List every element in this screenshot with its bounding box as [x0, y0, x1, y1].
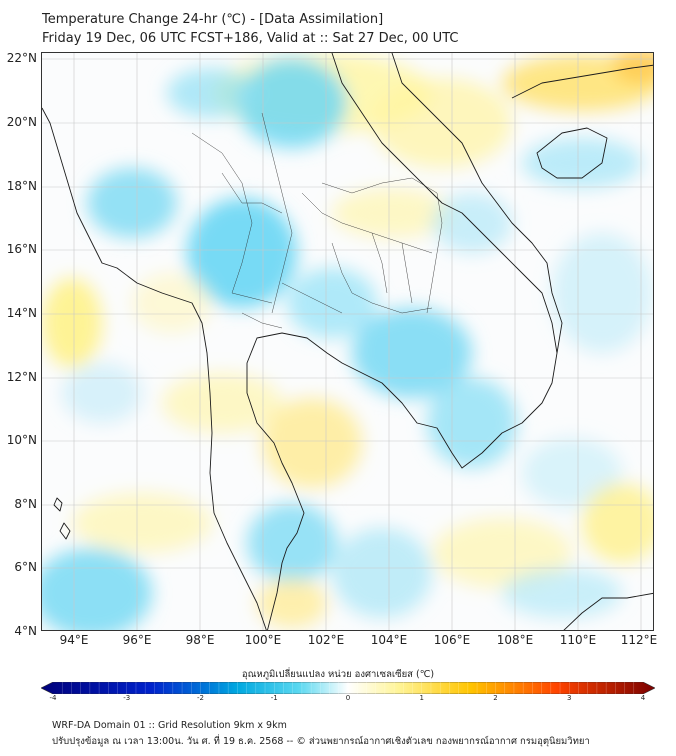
lon-label-96e: 96°E [122, 633, 152, 647]
colorbar-tick-label: 3 [567, 694, 572, 702]
lat-label-10n: 10°N [6, 433, 37, 447]
lon-label-104e: 104°E [370, 633, 408, 647]
colorbar-canvas [40, 681, 656, 695]
colorbar [40, 679, 656, 695]
colorbar-tick-label: -1 [270, 694, 278, 702]
lat-label-20n: 20°N [6, 115, 37, 129]
coastlines [42, 53, 653, 630]
colorbar-label: อุณหภูมิเปลี่ยนแปลง หน่วย องศาเซลเซียส (… [241, 669, 435, 680]
chart-title: Temperature Change 24-hr (℃) - [Data Ass… [42, 12, 384, 27]
chart-subtitle: Friday 19 Dec, 06 UTC FCST+186, Valid at… [42, 31, 459, 46]
lon-label-94e: 94°E [59, 633, 89, 647]
map-canvas [42, 53, 653, 630]
lat-label-6n: 6°N [14, 560, 37, 574]
colorbar-tick-label: 0 [345, 694, 351, 702]
footer-model-info: WRF-DA Domain 01 :: Grid Resolution 9km … [52, 720, 287, 731]
temperature-field [42, 53, 653, 630]
lon-label-110e: 110°E [559, 633, 597, 647]
lat-label-12n: 12°N [6, 370, 37, 384]
footer-credit: ปรับปรุงข้อมูล ณ เวลา 13:00น. วัน ศ. ที่… [52, 736, 590, 747]
lat-label-16n: 16°N [6, 242, 37, 256]
lon-label-100e: 100°E [244, 633, 282, 647]
lat-label-14n: 14°N [6, 306, 37, 320]
lat-label-8n: 8°N [14, 497, 37, 511]
lon-label-112e: 112°E [620, 633, 658, 647]
lat-label-4n: 4°N [14, 624, 37, 638]
colorbar-tick-label: 1 [419, 694, 424, 702]
lon-label-108e: 108°E [496, 633, 534, 647]
colorbar-tick-label: 2 [493, 694, 498, 702]
lon-label-102e: 102°E [307, 633, 345, 647]
colorbar-tick-label: -3 [123, 694, 131, 702]
colorbar-tick-label: -2 [197, 694, 204, 702]
lon-label-98e: 98°E [185, 633, 215, 647]
provincial-boundaries [191, 112, 443, 329]
lat-label-22n: 22°N [6, 51, 37, 65]
colorbar-tick-label: 4 [640, 694, 646, 702]
title-block: Temperature Change 24-hr (℃) - [Data Ass… [42, 10, 458, 48]
colorbar-tick-label: -4 [49, 694, 57, 702]
lat-label-18n: 18°N [6, 179, 37, 193]
graticule [42, 53, 653, 630]
map-panel [41, 52, 654, 631]
colorbar-divisions [61, 682, 635, 694]
lon-label-106e: 106°E [433, 633, 471, 647]
